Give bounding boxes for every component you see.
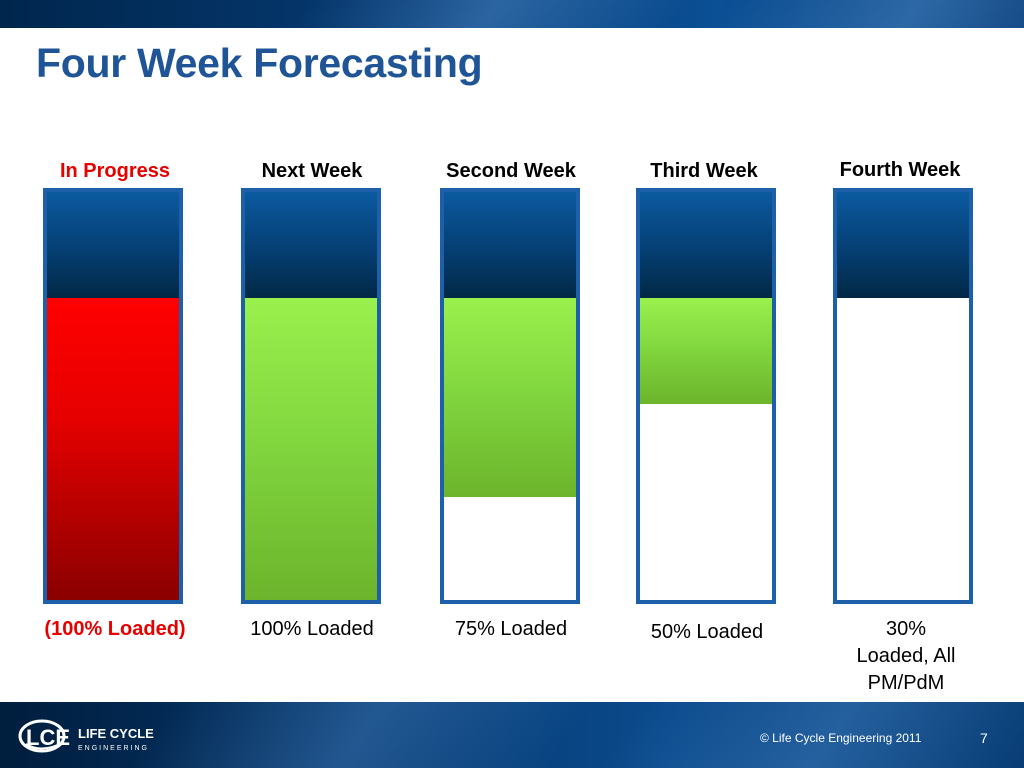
footer-banner: LCE LIFE CYCLE ENGINEERING © Life Cycle … (0, 702, 1024, 768)
logo-line2: ENGINEERING (78, 745, 149, 752)
column-header-third-week: Third Week (650, 160, 758, 182)
gauge-second-week (440, 188, 580, 604)
column-header-second-week: Second Week (446, 160, 576, 182)
gauge-fourth-week (833, 188, 973, 604)
gauge-next-week (241, 188, 381, 604)
gauge-cap (640, 192, 772, 298)
copyright-text: © Life Cycle Engineering 2011 (760, 731, 922, 745)
column-header-next-week: Next Week (261, 160, 363, 182)
gauge-cap (837, 192, 969, 298)
logo-line1: LIFE CYCLE (78, 726, 154, 741)
gauge-fill-next-week (245, 298, 377, 600)
column-caption-third-week: 50% Loaded (650, 621, 764, 643)
gauge-in-progress (43, 188, 183, 604)
column-header-in-progress: In Progress (59, 160, 171, 182)
column-caption-second-week: 75% Loaded (454, 618, 568, 640)
gauge-fill-in-progress (47, 298, 179, 600)
lce-logo-icon: LCE LIFE CYCLE ENGINEERING (18, 719, 154, 753)
column-caption-next-week: 100% Loaded (250, 618, 374, 640)
page-number: 7 (980, 730, 988, 746)
slide-title: Four Week Forecasting (36, 40, 483, 86)
column-header-fourth-week: Fourth Week (839, 159, 961, 181)
column-caption-in-progress: (100% Loaded) (44, 618, 186, 640)
logo-mark: LCE (26, 725, 70, 750)
column-caption-fourth-week: 30% Loaded, All PM/PdM (856, 618, 956, 694)
gauge-cap (245, 192, 377, 298)
gauge-fill-third-week (640, 298, 772, 404)
gauge-cap (444, 192, 576, 298)
gauge-cap (47, 192, 179, 298)
gauge-fill-second-week (444, 298, 576, 497)
gauge-third-week (636, 188, 776, 604)
top-banner (0, 0, 1024, 28)
